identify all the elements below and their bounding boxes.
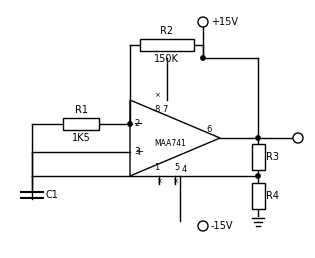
- Text: 5: 5: [175, 163, 180, 172]
- Text: 1K5: 1K5: [72, 133, 90, 143]
- Text: -15V: -15V: [211, 221, 233, 231]
- Bar: [251, 183, 265, 209]
- Text: 8: 8: [154, 105, 160, 114]
- Bar: [140, 39, 193, 51]
- Text: R2: R2: [160, 26, 173, 36]
- Text: ×: ×: [156, 178, 162, 184]
- Text: 4: 4: [182, 165, 187, 174]
- Text: 3: 3: [134, 148, 139, 157]
- Text: −: −: [134, 119, 144, 129]
- Text: 6: 6: [207, 125, 212, 134]
- Bar: [251, 144, 265, 170]
- Circle shape: [255, 135, 261, 141]
- Circle shape: [201, 55, 205, 60]
- Circle shape: [293, 133, 303, 143]
- Text: ×: ×: [154, 92, 160, 98]
- Text: R4: R4: [266, 191, 279, 201]
- Text: 2: 2: [134, 119, 139, 128]
- Text: MAA741: MAA741: [154, 139, 186, 148]
- Bar: [63, 118, 99, 130]
- Circle shape: [255, 173, 261, 179]
- Text: ×: ×: [172, 178, 178, 184]
- Polygon shape: [130, 100, 220, 176]
- Text: 150K: 150K: [154, 54, 179, 64]
- Circle shape: [198, 17, 208, 27]
- Circle shape: [198, 221, 208, 231]
- Text: +15V: +15V: [211, 17, 238, 27]
- Text: 1: 1: [154, 163, 160, 172]
- Circle shape: [128, 122, 133, 126]
- Text: +: +: [134, 147, 144, 157]
- Text: 7: 7: [162, 105, 168, 114]
- Text: R1: R1: [75, 105, 88, 115]
- Text: C1: C1: [46, 190, 59, 200]
- Text: R3: R3: [266, 152, 279, 162]
